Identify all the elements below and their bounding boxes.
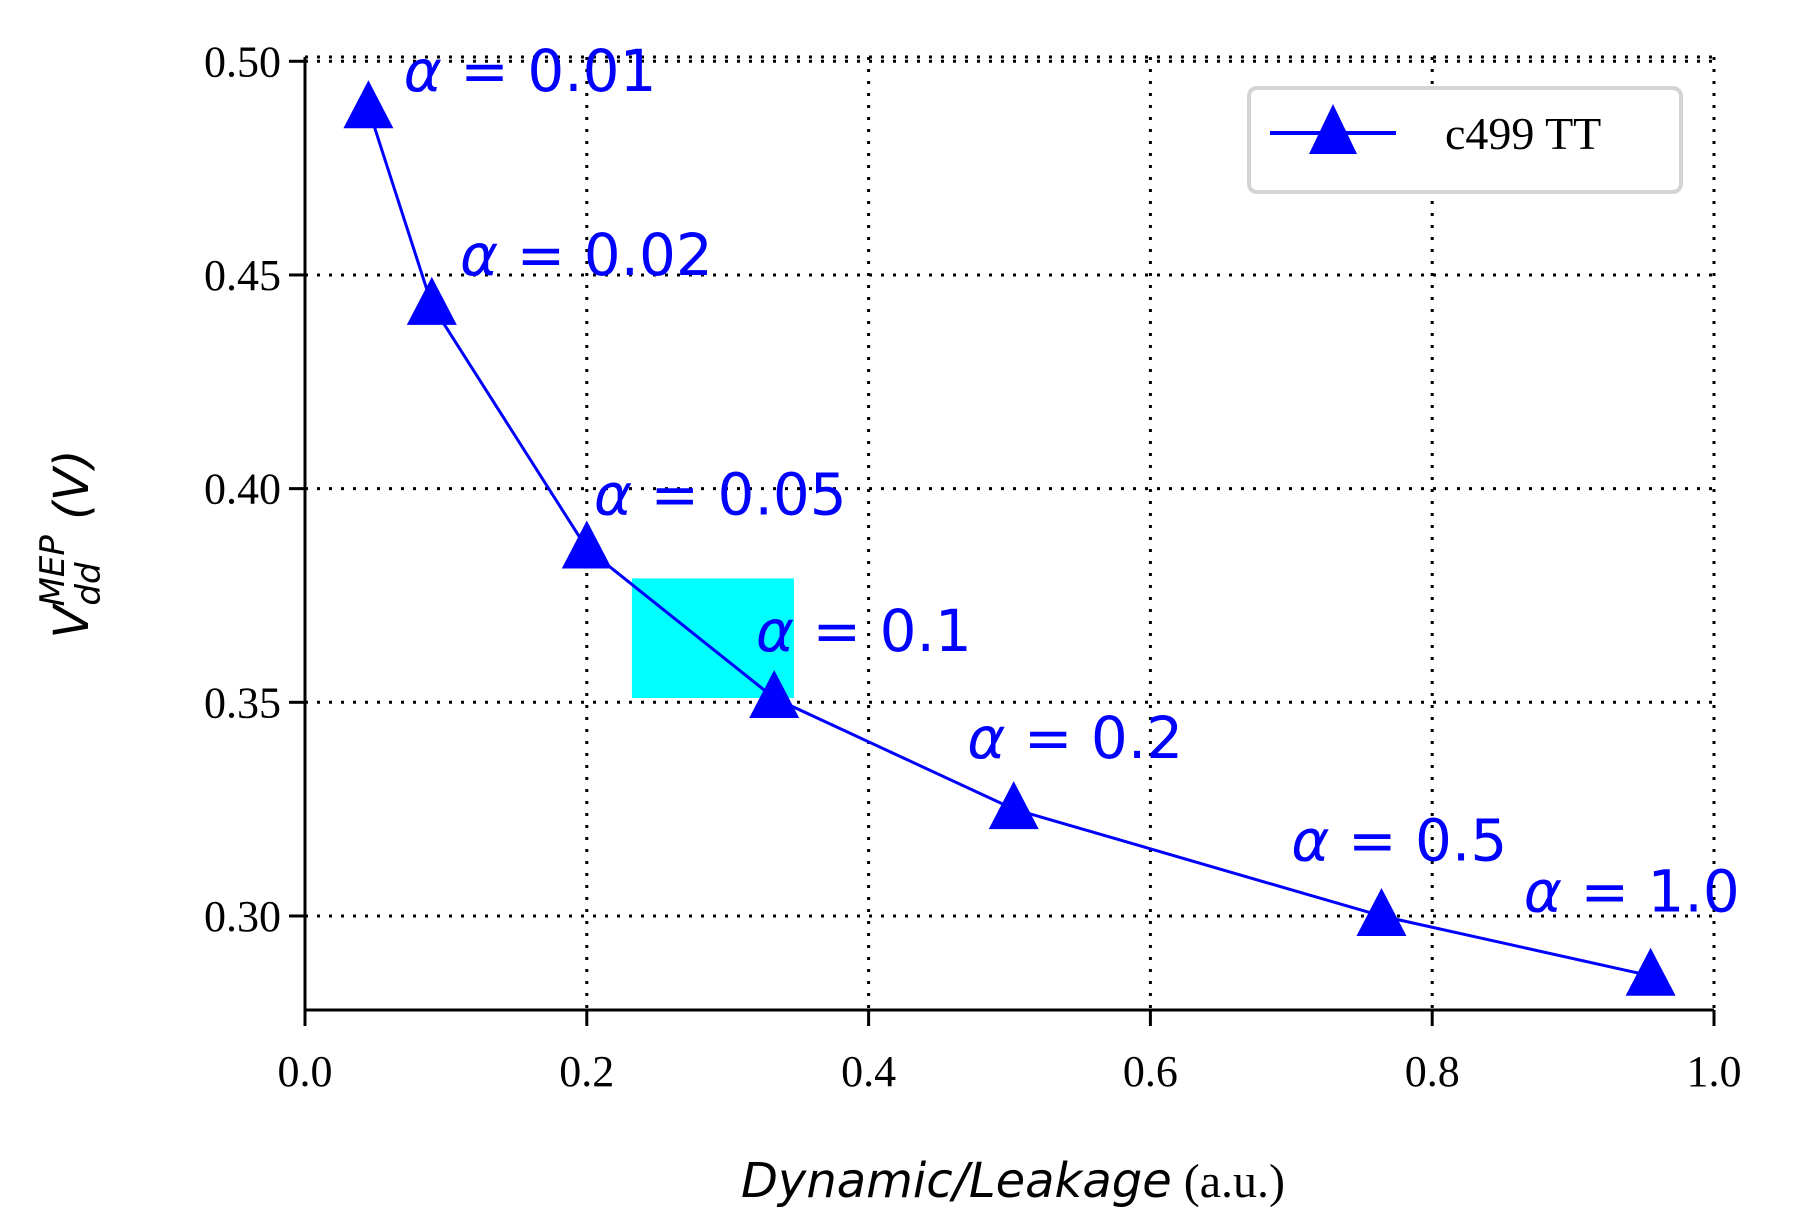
svg-text:Dynamic/Leakage (a.u.): Dynamic/Leakage (a.u.) (741, 1153, 1285, 1209)
x-axis-label-unit: (a.u.) (1172, 1155, 1285, 1208)
data-point (1625, 947, 1676, 996)
y-tick-label: 0.40 (204, 465, 281, 514)
alpha-symbol: α (594, 460, 632, 528)
annotations: α = 0.01α = 0.02α = 0.05α = 0.1α = 0.2α … (404, 37, 1740, 926)
alpha-value: = 0.5 (1330, 806, 1508, 874)
alpha-symbol: α (460, 221, 498, 289)
highlight-rect (631, 578, 794, 699)
legend-label: c499 TT (1445, 108, 1601, 159)
data-point (988, 781, 1039, 830)
y-axis-label-sup: MEP (33, 535, 73, 607)
y-axis-label-base: V (44, 602, 100, 638)
x-tick-label: 0.8 (1405, 1047, 1460, 1096)
data-point (1356, 887, 1407, 936)
alpha-annotation: α = 0.2 (967, 704, 1183, 772)
alpha-annotation: α = 0.1 (756, 597, 972, 665)
alpha-value: = 0.01 (442, 37, 657, 105)
data-point (561, 520, 612, 569)
y-axis-label: VddMEP (V) (33, 450, 109, 639)
x-tick-label: 0.6 (1123, 1047, 1178, 1096)
alpha-symbol: α (404, 37, 442, 105)
x-axis-label: Dynamic/Leakage (a.u.) (741, 1153, 1285, 1209)
y-axis-label-unit: (V) (44, 450, 100, 536)
data-point (343, 80, 394, 129)
alpha-annotation: α = 0.05 (594, 460, 847, 528)
alpha-value: = 1.0 (1562, 858, 1740, 926)
alpha-symbol: α (1291, 806, 1329, 874)
x-tick-label: 0.0 (278, 1047, 333, 1096)
alpha-value: = 0.05 (632, 460, 847, 528)
data-point (406, 276, 457, 325)
alpha-symbol: α (756, 597, 794, 665)
alpha-annotation: α = 0.01 (404, 37, 657, 105)
highlight-region (631, 578, 794, 699)
y-tick-label: 0.30 (204, 892, 281, 941)
svg-text:VddMEP (V): VddMEP (V) (33, 450, 109, 639)
axes: 0.0 0.2 0.4 0.6 0.8 1.0 0.30 0.35 0.40 0.45 0.50 (204, 37, 1742, 1096)
alpha-symbol: α (967, 704, 1005, 772)
legend-box (1247, 86, 1683, 194)
x-tick-label: 0.2 (559, 1047, 614, 1096)
x-tick-label: 0.4 (841, 1047, 896, 1096)
alpha-value: = 0.02 (498, 221, 713, 289)
y-tick-label: 0.45 (204, 251, 281, 300)
data-point (749, 670, 800, 719)
alpha-annotation: α = 0.02 (460, 221, 713, 289)
y-axis-label-sub: dd (69, 562, 109, 606)
alpha-value: = 0.1 (794, 597, 972, 665)
legend-marker (1309, 104, 1357, 154)
y-tick-label: 0.35 (204, 678, 281, 727)
x-axis-label-main: Dynamic/Leakage (741, 1153, 1172, 1209)
alpha-value: = 0.2 (1005, 704, 1183, 772)
legend: c499 TT (1247, 86, 1683, 194)
alpha-annotation: α = 0.5 (1291, 806, 1507, 874)
series-layer (343, 80, 1676, 996)
x-tick-label: 1.0 (1687, 1047, 1742, 1096)
y-tick-label: 0.50 (204, 37, 281, 86)
alpha-symbol: α (1524, 858, 1562, 926)
alpha-annotation: α = 1.0 (1524, 858, 1740, 926)
